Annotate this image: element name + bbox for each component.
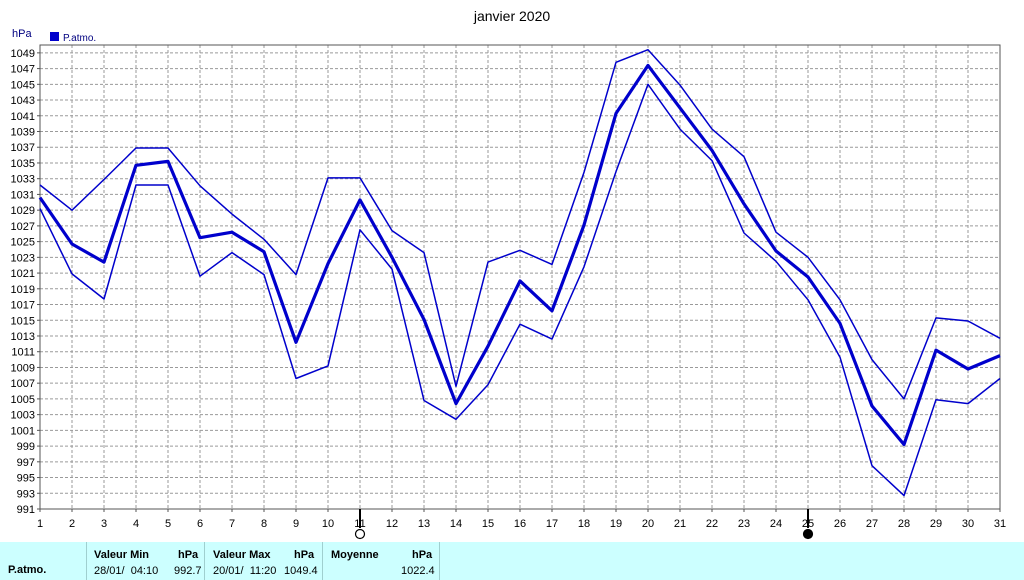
full-moon-icon — [354, 528, 366, 540]
y-tick-label: 1039 — [11, 127, 35, 139]
max-header: Valeur Max — [213, 549, 271, 561]
pressure-chart: janvier 2020 hPa P.atmo. 991993995997999… — [11, 8, 1006, 540]
x-tick-label: 8 — [261, 518, 267, 530]
x-tick-label: 15 — [482, 518, 494, 530]
max-value-cell: Valeur Max hPa 20/01/ 11:20 1049.4 — [204, 542, 322, 580]
mean-value-cell: Moyenne hPa 1022.4 — [322, 542, 440, 580]
y-tick-label: 1021 — [11, 268, 35, 280]
x-tick-label: 2 — [69, 518, 75, 530]
series-line-max — [39, 48, 1001, 400]
y-tick-label: 1045 — [11, 79, 35, 91]
y-tick-label: 1035 — [11, 158, 35, 170]
y-tick-label: 999 — [17, 441, 35, 453]
y-tick-label: 997 — [17, 457, 35, 469]
min-unit: hPa — [178, 549, 199, 561]
y-tick-label: 993 — [17, 488, 35, 500]
x-tick-label: 14 — [450, 518, 462, 530]
legend-label: P.atmo. — [63, 33, 96, 44]
mean-value: 1022.4 — [401, 565, 435, 577]
summary-table: P.atmo. Valeur Min hPa 28/01/ 04:10 992.… — [0, 542, 1024, 580]
max-date: 20/01/ 11:20 — [213, 565, 277, 577]
x-tick-label: 26 — [834, 518, 846, 530]
y-tick-label: 1019 — [11, 284, 35, 296]
x-tick-label: 28 — [898, 518, 910, 530]
x-tick-label: 5 — [165, 518, 171, 530]
x-tick-label: 21 — [674, 518, 686, 530]
min-value-cell: Valeur Min hPa 28/01/ 04:10 992.7 — [86, 542, 204, 580]
max-value: 1049.4 — [284, 565, 318, 577]
x-tick-label: 19 — [610, 518, 622, 530]
mean-unit: hPa — [412, 549, 433, 561]
y-tick-label: 1047 — [11, 64, 35, 76]
y-tick-label: 1001 — [11, 425, 35, 437]
min-header: Valeur Min — [94, 549, 150, 561]
y-tick-label: 1033 — [11, 174, 35, 186]
y-tick-label: 991 — [17, 504, 35, 516]
x-tick-label: 17 — [546, 518, 558, 530]
x-tick-label: 27 — [866, 518, 878, 530]
new-moon-icon — [802, 528, 814, 540]
y-tick-label: 1031 — [11, 189, 35, 201]
x-tick-label: 13 — [418, 518, 430, 530]
x-tick-label: 31 — [994, 518, 1006, 530]
x-tick-label: 20 — [642, 518, 654, 530]
y-tick-label: 1041 — [11, 111, 35, 123]
x-tick-label: 12 — [386, 518, 398, 530]
max-unit: hPa — [294, 549, 315, 561]
x-tick-label: 30 — [962, 518, 974, 530]
x-tick-label: 29 — [930, 518, 942, 530]
x-tick-label: 9 — [293, 518, 299, 530]
x-tick-label: 18 — [578, 518, 590, 530]
x-tick-label: 22 — [706, 518, 718, 530]
x-tick-label: 16 — [514, 518, 526, 530]
x-tick-label: 1 — [37, 518, 43, 530]
y-tick-label: 1017 — [11, 300, 35, 312]
summary-row-label: P.atmo. — [8, 564, 47, 576]
y-tick-label: 1015 — [11, 315, 35, 327]
x-tick-label: 4 — [133, 518, 139, 530]
y-axis-unit: hPa — [12, 28, 32, 40]
y-tick-label: 1049 — [11, 48, 35, 60]
y-tick-label: 1005 — [11, 394, 35, 406]
y-tick-label: 1009 — [11, 362, 35, 374]
y-tick-label: 995 — [17, 473, 35, 485]
chart-title: janvier 2020 — [473, 8, 550, 24]
min-value: 992.7 — [174, 565, 202, 577]
y-tick-label: 1023 — [11, 252, 35, 264]
y-tick-label: 1003 — [11, 410, 35, 422]
x-tick-label: 24 — [770, 518, 782, 530]
x-tick-label: 6 — [197, 518, 203, 530]
y-tick-label: 1011 — [11, 347, 35, 359]
y-tick-label: 1007 — [11, 378, 35, 390]
y-tick-label: 1025 — [11, 237, 35, 249]
x-tick-label: 23 — [738, 518, 750, 530]
mean-header: Moyenne — [331, 549, 379, 561]
series-line-min — [39, 83, 1001, 497]
legend-swatch — [50, 32, 59, 41]
y-tick-label: 1043 — [11, 95, 35, 107]
y-tick-label: 1037 — [11, 142, 35, 154]
series-line-mean — [38, 63, 1001, 447]
y-tick-label: 1027 — [11, 221, 35, 233]
x-tick-label: 7 — [229, 518, 235, 530]
x-tick-label: 10 — [322, 518, 334, 530]
x-tick-label: 3 — [101, 518, 107, 530]
y-tick-label: 1013 — [11, 331, 35, 343]
y-tick-label: 1029 — [11, 205, 35, 217]
min-date: 28/01/ 04:10 — [94, 565, 159, 577]
